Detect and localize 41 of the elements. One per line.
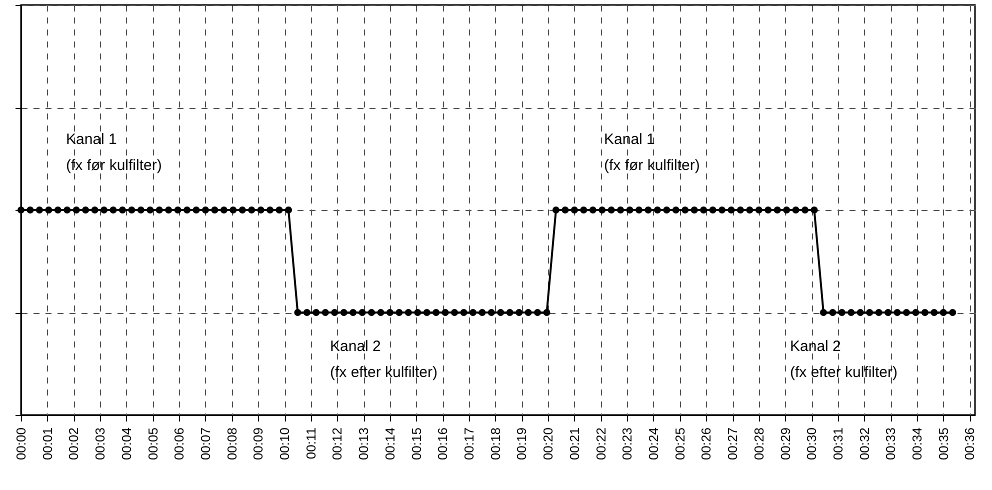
x-tick-label: 00:29 [778, 428, 793, 460]
x-tick-label: 00:11 [303, 428, 318, 460]
x-tick-label: 00:24 [646, 428, 661, 460]
x-tick-label: 00:00 [14, 428, 28, 460]
x-tick-label: 00:05 [145, 428, 160, 460]
x-tick-label: 00:20 [540, 428, 556, 460]
x-tick-label: 00:19 [514, 428, 530, 460]
text: Kanal 1 (fx før kulfilter) [66, 131, 162, 174]
x-tick-label: 00:27 [725, 428, 740, 460]
annotation: Kanal 2 (fx efter kulfilter) [330, 338, 438, 381]
x-tick-label: 00:31 [830, 428, 846, 460]
x-tick-label: 00:08 [224, 428, 240, 460]
x-tick-label: 00:30 [804, 428, 820, 460]
x-tick-label: 00:34 [910, 428, 925, 460]
x-tick-label: 00:33 [883, 428, 898, 460]
x-tick-label: 00:01 [40, 428, 55, 460]
x-tick-label: 00:23 [620, 428, 635, 460]
x-tick-label: 00:25 [672, 428, 688, 460]
x-tick-label: 00:18 [488, 428, 503, 460]
x-tick-label: 00:17 [462, 428, 477, 460]
x-tick-label: 00:26 [698, 428, 714, 460]
text: Kanal 1 (fx før kulfilter) [604, 131, 700, 174]
x-tick-label: 00:28 [751, 428, 766, 460]
x-tick-label: 00:03 [92, 428, 108, 460]
x-tick-label: 00:13 [356, 428, 372, 460]
x-tick-label: 00:09 [250, 428, 266, 460]
x-tick-label: 00:22 [593, 428, 608, 460]
x-tick-label: 00:16 [435, 428, 450, 460]
x-tick-label: 00:02 [66, 428, 82, 460]
x-tick-label: 00:06 [172, 428, 187, 460]
x-tick-label: 00:36 [962, 428, 978, 460]
x-tick-label: 00:32 [856, 428, 872, 460]
x-tick-label: 00:21 [566, 428, 582, 460]
x-tick-label: 00:35 [936, 428, 951, 460]
x-tick-label: 00:07 [198, 428, 213, 460]
x-tick-label: 00:12 [330, 428, 345, 460]
x-tick-label: 00:10 [277, 428, 292, 460]
annotation: Kanal 2 (fx efter kulfilter) [790, 338, 898, 381]
x-tick-label: 00:04 [118, 428, 134, 460]
x-tick-label: 00:15 [408, 428, 424, 460]
x-tick-label: 00:14 [382, 428, 398, 460]
